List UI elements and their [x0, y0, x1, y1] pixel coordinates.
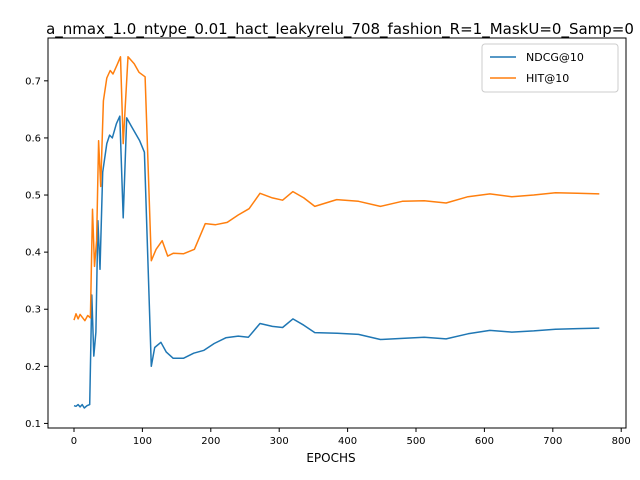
- y-tick-label: 0.2: [25, 362, 41, 373]
- x-tick-label: 300: [270, 436, 289, 447]
- x-axis: 0 100 200 300 400 500 600 700 800: [71, 428, 631, 447]
- y-tick-label: 0.6: [25, 133, 41, 144]
- axes-frame: [47, 37, 627, 429]
- legend-box: [481, 43, 619, 93]
- x-tick-label: 500: [406, 436, 425, 447]
- x-tick-label: 0: [71, 436, 77, 447]
- legend: NDCG@10 HIT@10: [481, 43, 619, 93]
- y-tick-label: 0.4: [25, 248, 41, 259]
- legend-label-0: NDCG@10: [526, 51, 584, 64]
- series-line-0: [73, 115, 600, 409]
- x-tick-label: 600: [475, 436, 494, 447]
- x-axis-label: EPOCHS: [306, 451, 355, 465]
- y-axis: 0.1 0.2 0.3 0.4 0.5 0.6 0.7: [25, 76, 48, 430]
- x-tick-label: 700: [543, 436, 562, 447]
- x-tick-label: 200: [201, 436, 220, 447]
- y-tick-label: 0.7: [25, 76, 41, 87]
- x-tick-label: 400: [338, 436, 357, 447]
- x-tick-label: 100: [133, 436, 152, 447]
- legend-label-1: HIT@10: [526, 72, 569, 85]
- y-tick-label: 0.1: [25, 419, 41, 430]
- y-tick-label: 0.5: [25, 191, 41, 202]
- chart-title: a_nmax_1.0_ntype_0.01_hact_leakyrelu_708…: [46, 20, 634, 39]
- plot-area: [73, 56, 600, 409]
- y-tick-label: 0.3: [25, 305, 41, 316]
- x-tick-label: 800: [612, 436, 631, 447]
- series-line-1: [73, 56, 600, 322]
